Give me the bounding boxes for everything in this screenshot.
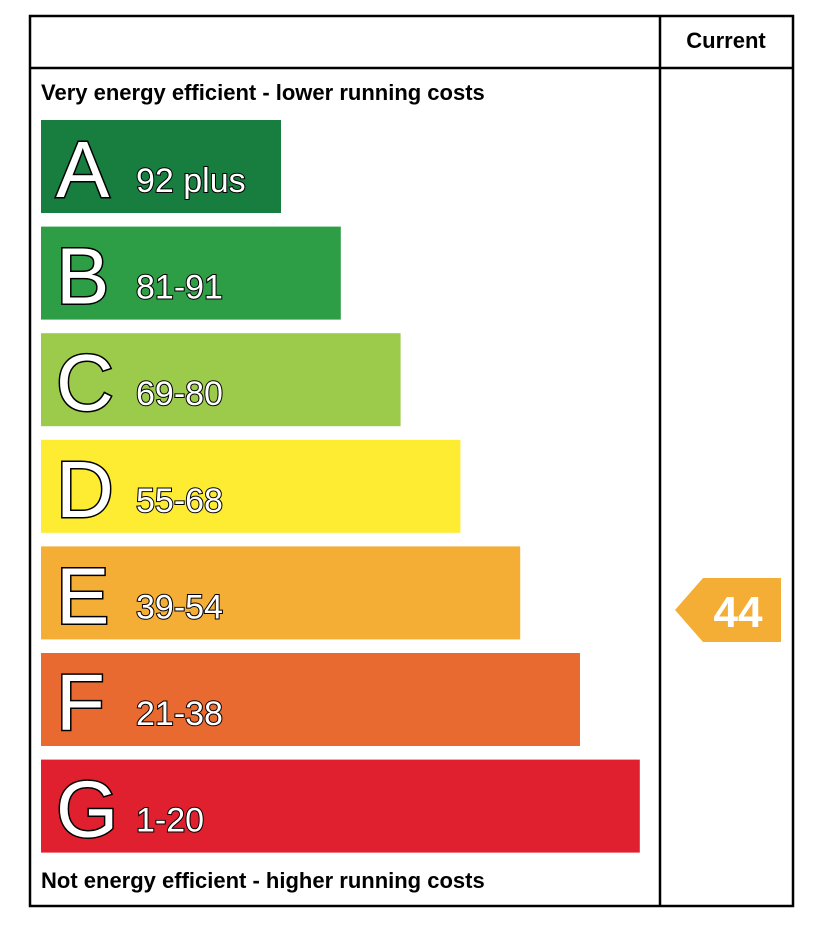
band-bar (41, 653, 580, 746)
band-range: 21-38 (136, 695, 223, 733)
band-letter: B (56, 232, 109, 321)
band-range: 81-91 (136, 269, 223, 307)
top-label: Very energy efficient - lower running co… (41, 80, 485, 105)
band-bar (41, 546, 521, 640)
band-bar (41, 439, 461, 533)
band-letter: C (56, 338, 114, 427)
frame (28, 14, 795, 908)
current-arrow (675, 578, 781, 642)
current-value: 44 (714, 588, 763, 637)
band-range: 92 plus (136, 162, 246, 200)
band-range: 55-68 (136, 482, 223, 520)
band-range: 69-80 (136, 375, 223, 413)
band-letter: E (56, 551, 109, 640)
current-header: Current (686, 28, 766, 53)
band-letter: G (56, 765, 118, 854)
band-letter: F (56, 658, 105, 747)
band-letter: A (56, 125, 110, 214)
band-range: 39-54 (136, 588, 223, 626)
band-letter: D (56, 445, 114, 534)
band-bar (41, 333, 401, 427)
band-bar (41, 120, 281, 213)
band-range: 1-20 (136, 802, 204, 840)
bottom-label: Not energy efficient - higher running co… (41, 868, 485, 893)
band-bar (41, 759, 640, 853)
band-bar (41, 226, 341, 320)
